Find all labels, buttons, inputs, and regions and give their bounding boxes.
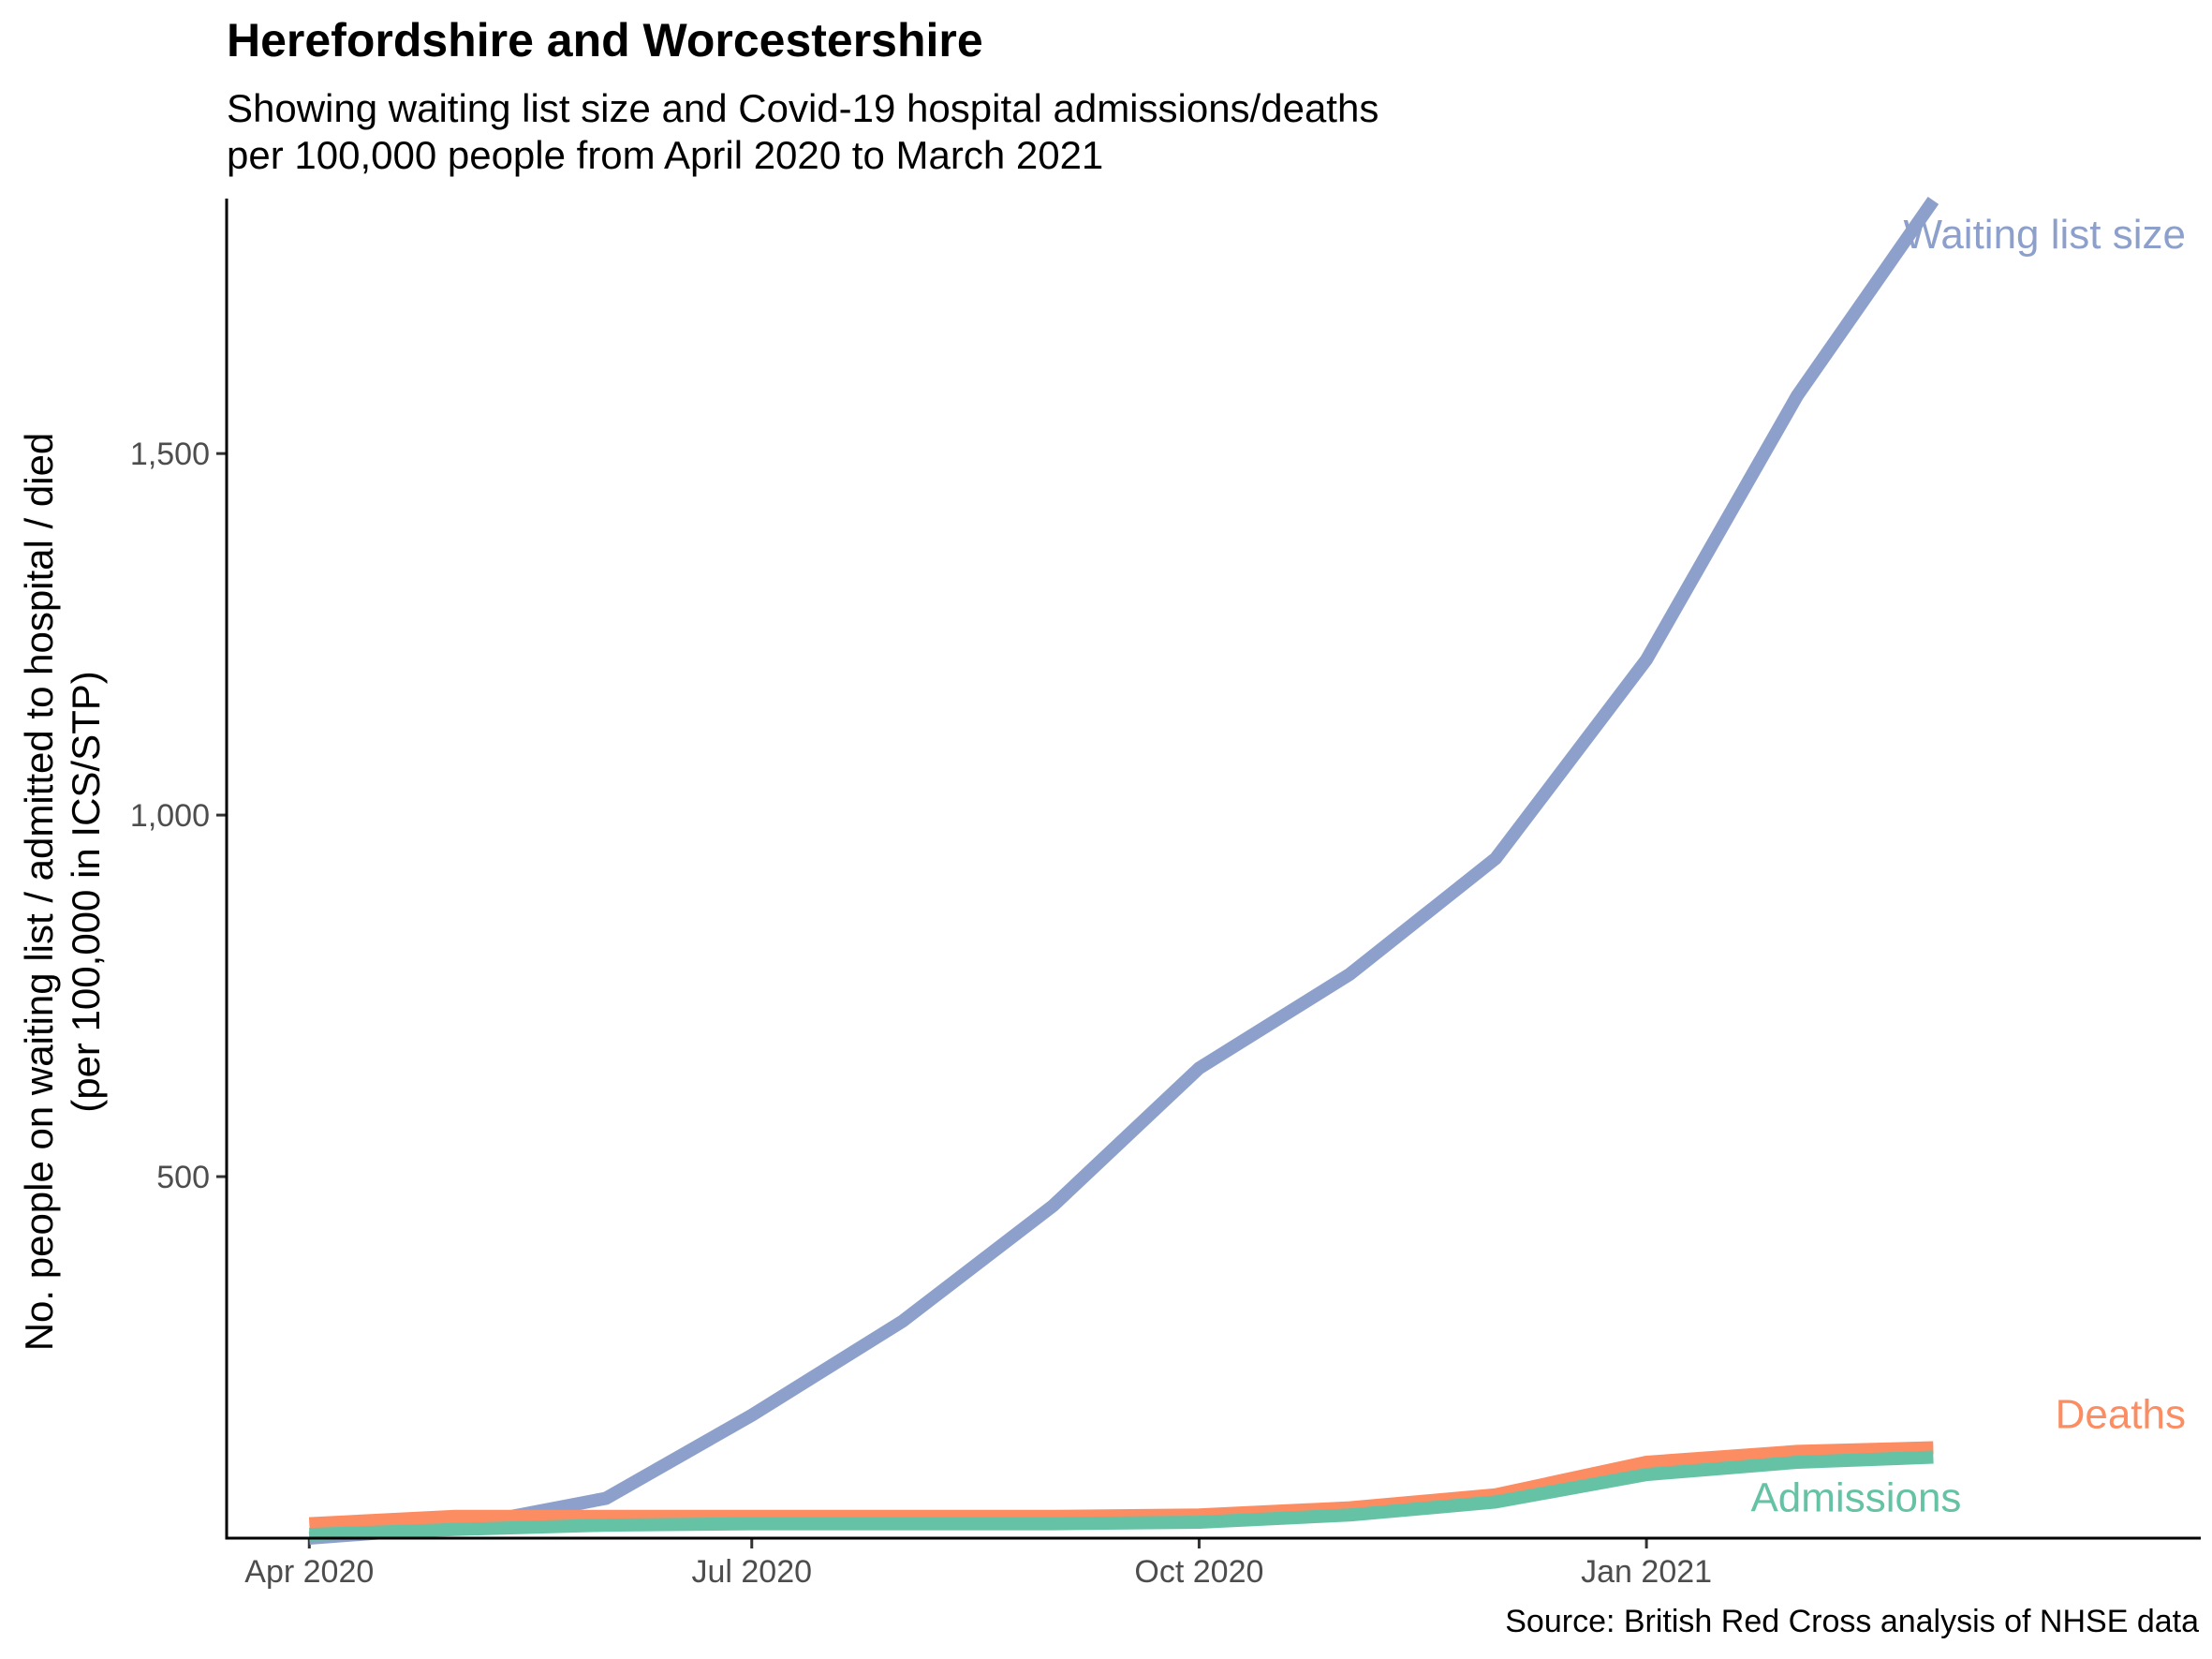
y-tick-label: 500 xyxy=(156,1160,210,1195)
y-tick-label: 1,000 xyxy=(130,798,210,834)
chart-title: Herefordshire and Worcestershire xyxy=(227,14,983,67)
y-tick-label: 1,500 xyxy=(130,437,210,472)
series-label-waiting-list-size: Waiting list size xyxy=(1903,212,2186,258)
y-axis-title: No. people on waiting list / admitted to… xyxy=(17,433,108,1352)
chart-caption: Source: British Red Cross analysis of NH… xyxy=(1505,1604,2199,1639)
series-lines xyxy=(308,196,1939,1545)
y-axis-title-line-1: No. people on waiting list / admitted to… xyxy=(17,433,61,1352)
x-axis-ticks: Apr 2020 Jul 2020 Oct 2020 Jan 2021 xyxy=(244,1538,1712,1590)
y-axis-title-line-2: (per 100,000 in ICS/STP) xyxy=(64,671,108,1113)
x-tick-label: Oct 2020 xyxy=(1134,1554,1263,1590)
chart-subtitle-line-1: Showing waiting list size and Covid-19 h… xyxy=(227,86,1379,130)
chart-subtitle-line-2: per 100,000 people from April 2020 to Ma… xyxy=(227,133,1104,177)
x-tick-label: Jul 2020 xyxy=(691,1554,812,1590)
x-tick-label: Apr 2020 xyxy=(244,1554,374,1590)
series-labels: Waiting list size Deaths Admissions xyxy=(1750,212,2186,1521)
x-tick-label: Jan 2021 xyxy=(1581,1554,1712,1590)
y-axis-ticks: 500 1,000 1,500 xyxy=(130,437,227,1195)
series-line-deaths xyxy=(308,1441,1934,1531)
series-label-deaths: Deaths xyxy=(2056,1392,2186,1438)
series-line-waiting-list-size xyxy=(308,196,1939,1545)
series-label-admissions: Admissions xyxy=(1750,1475,1961,1521)
series-line-admissions xyxy=(309,1450,1934,1542)
